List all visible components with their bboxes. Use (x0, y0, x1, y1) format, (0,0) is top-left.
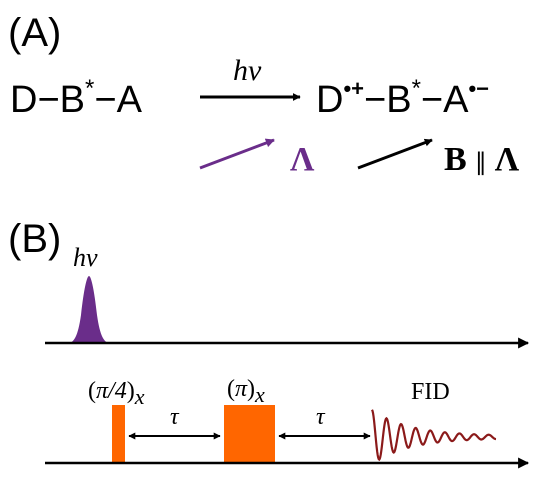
lambda-vector-icon (199, 138, 275, 170)
svg-text:D−B*−A: D−B*−A (10, 75, 143, 121)
field-vector-label: B ∥ Λ (444, 141, 520, 178)
pulse-1-bar (112, 405, 125, 463)
reactant-bond-2: − (94, 79, 116, 121)
reactant-bridge: B (60, 79, 85, 121)
product-bridge: B (386, 79, 411, 121)
pulse-1-label: (π/4)x (88, 378, 145, 409)
product: D•+−B*−A•− (316, 75, 489, 121)
svg-text:D•+−B*−A•−: D•+−B*−A•− (316, 75, 489, 121)
delay-1-label: τ (170, 404, 180, 430)
product-bond-1: − (364, 79, 386, 121)
product-acceptor-charge: •− (468, 76, 489, 101)
product-acceptor: A (443, 79, 469, 121)
product-bond-2: − (421, 79, 443, 121)
delay-2-label: τ (316, 404, 326, 430)
laser-label: hν (73, 243, 98, 272)
product-bridge-star: * (412, 75, 421, 102)
product-donor: D (316, 79, 343, 121)
reaction-arrow-label: hν (233, 54, 262, 87)
pulse-2-bar (224, 405, 275, 463)
reactant: D−B*−A (10, 75, 143, 121)
fid-label: FID (411, 379, 450, 405)
reactant-donor: D (10, 79, 37, 121)
fid-waveform (371, 409, 497, 462)
lambda-vector-label: Λ (290, 141, 315, 178)
reactant-bond-1: − (37, 79, 59, 121)
pulse-2-label: (π)x (227, 376, 265, 407)
field-vector-icon (357, 138, 433, 170)
panel-b-label: (B) (8, 217, 61, 261)
parallel-symbol: ∥ (475, 150, 487, 176)
panel-a-label: (A) (8, 11, 61, 55)
pulse-1-angle: π/4 (96, 378, 127, 404)
product-donor-charge: •+ (343, 76, 364, 101)
pulse-2-phase: x (254, 382, 265, 407)
reactant-acceptor: A (117, 79, 143, 121)
field-lambda: Λ (495, 141, 520, 178)
pulse-1-phase: x (134, 384, 145, 409)
reactant-bridge-star: * (85, 75, 94, 102)
pulse-2-angle: π (235, 376, 248, 402)
laser-pulse (68, 276, 110, 343)
field-b: B (444, 141, 467, 178)
